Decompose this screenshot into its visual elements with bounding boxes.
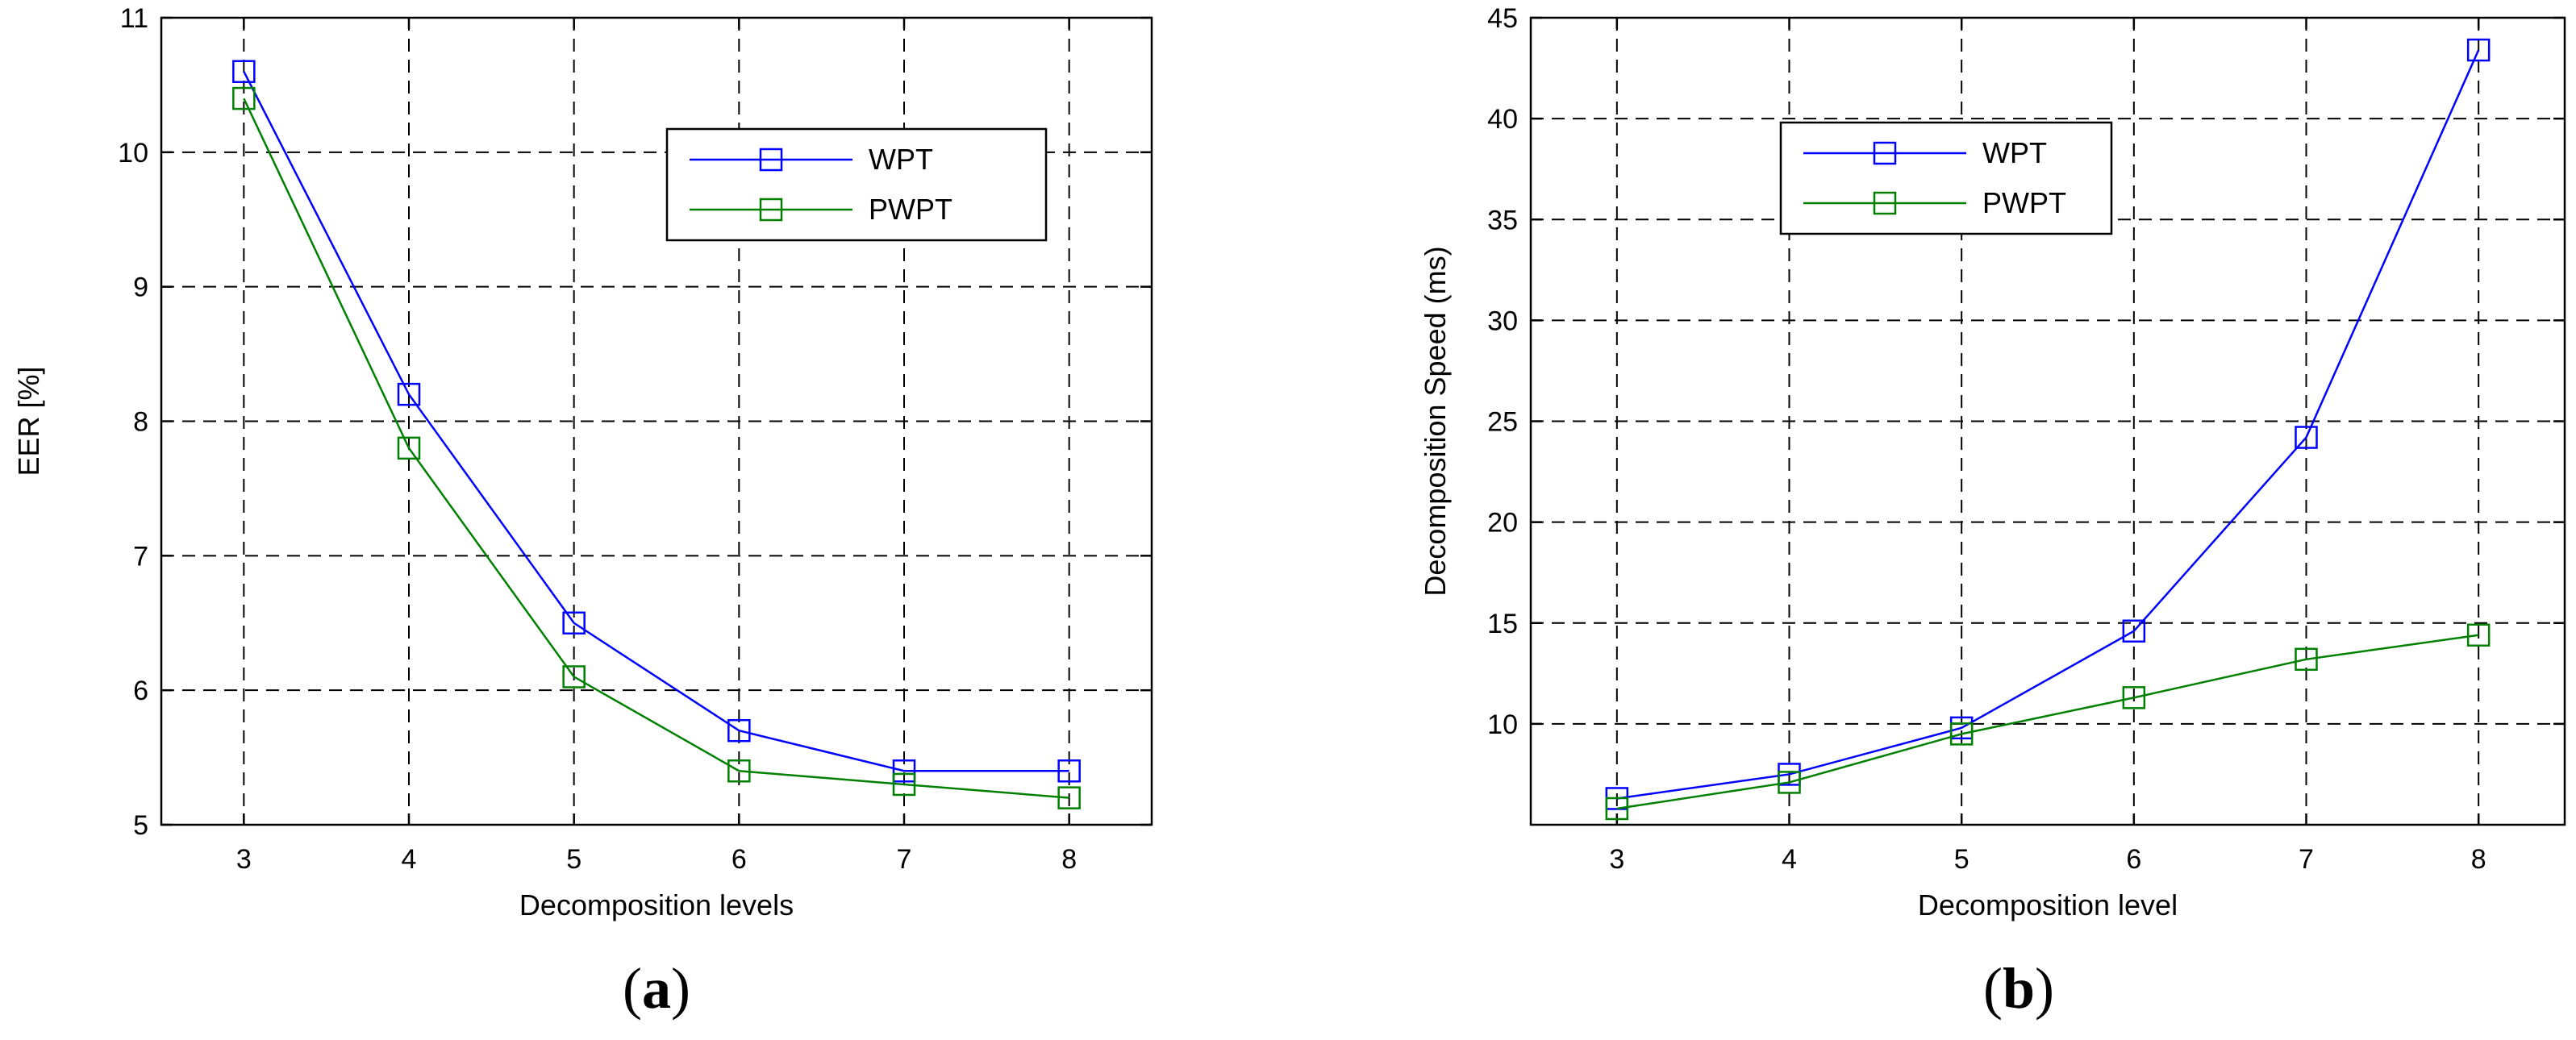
series-line-pwpt <box>1616 634 2479 810</box>
y-tick-label: 30 <box>1487 306 1518 336</box>
y-tick-label: 7 <box>133 541 148 572</box>
legend-box <box>1779 121 2113 235</box>
x-tick-label: 8 <box>2471 844 2486 875</box>
x-tick-label: 6 <box>2126 844 2141 875</box>
y-tick-label: 9 <box>133 272 148 303</box>
data-point-wpt <box>232 60 256 83</box>
data-point-pwpt <box>1778 771 1801 794</box>
x-axis-label: Decomposition levels <box>519 888 794 921</box>
data-point-pwpt <box>1949 722 1974 746</box>
y-tick-label: 35 <box>1487 205 1518 235</box>
legend-swatch-marker <box>1873 141 1897 165</box>
x-tick-label: 3 <box>236 844 252 875</box>
data-point-pwpt <box>232 86 256 110</box>
y-tick-label: 15 <box>1487 609 1518 639</box>
y-tick-label: 6 <box>133 676 148 706</box>
y-tick-label: 20 <box>1487 508 1518 539</box>
data-point-pwpt <box>2466 623 2491 647</box>
legend-swatch-marker <box>1873 191 1897 215</box>
data-point-pwpt <box>562 665 586 688</box>
y-tick-label: 45 <box>1487 3 1518 34</box>
data-point-pwpt <box>727 759 751 783</box>
series-line-wpt <box>1616 49 2480 800</box>
y-tick-label: 5 <box>133 810 148 841</box>
legend-box <box>665 127 1048 242</box>
x-tick-label: 6 <box>732 844 747 875</box>
x-tick-label: 7 <box>897 844 912 875</box>
y-tick-label: 40 <box>1487 104 1518 135</box>
data-point-wpt <box>892 759 916 783</box>
data-point-wpt <box>1057 759 1081 783</box>
data-point-wpt <box>2466 38 2491 62</box>
chart-panel-a: 3 4 5 6 7 8 5 6 7 8 9 10 11 Decomposition levels EER [… <box>12 3 1153 1021</box>
y-tick-label: 10 <box>118 138 148 168</box>
x-tick-label: 3 <box>1609 844 1624 875</box>
data-point-wpt <box>727 718 751 743</box>
x-tick-label: 5 <box>566 844 581 875</box>
data-point-pwpt <box>1605 797 1629 821</box>
x-tick-label: 4 <box>1782 844 1797 875</box>
y-axis-label: EER [%] <box>12 366 45 476</box>
legend-entry: PWPT <box>869 193 952 226</box>
y-tick-label: 8 <box>133 407 148 438</box>
x-tick-label: 5 <box>1954 844 1970 875</box>
legend: WPT PWPT <box>1779 121 2113 235</box>
legend-swatch-marker <box>759 148 783 172</box>
data-point-wpt <box>2122 619 2146 643</box>
legend-entry: PWPT <box>1982 186 2066 219</box>
data-point-pwpt <box>892 772 916 797</box>
series-line-wpt <box>243 71 1069 772</box>
y-axis-label: Decomposition Speed (ms) <box>1419 246 1452 596</box>
y-tick-label: 11 <box>120 3 148 34</box>
data-point-pwpt <box>1057 786 1081 809</box>
legend-swatch-marker <box>759 198 783 222</box>
data-point-wpt <box>397 382 421 406</box>
legend: WPT PWPT <box>665 127 1048 242</box>
series-line-pwpt <box>243 98 1069 799</box>
data-point-wpt <box>562 611 586 634</box>
legend-entry: WPT <box>1982 136 2047 169</box>
y-tick-label: 25 <box>1487 407 1518 438</box>
panel-label: (b) <box>1983 956 2054 1021</box>
data-point-pwpt <box>397 436 421 460</box>
data-point-pwpt <box>2122 686 2146 709</box>
x-tick-label: 4 <box>402 844 417 875</box>
y-tick-label: 10 <box>1487 709 1518 740</box>
data-point-pwpt <box>2295 647 2318 672</box>
x-tick-label: 8 <box>1061 844 1077 875</box>
legend-entry: WPT <box>869 143 933 176</box>
x-axis-label: Decomposition level <box>1918 888 2178 921</box>
data-point-wpt <box>2295 426 2318 449</box>
panel-label: (a) <box>623 956 690 1021</box>
x-tick-label: 7 <box>2299 844 2314 875</box>
